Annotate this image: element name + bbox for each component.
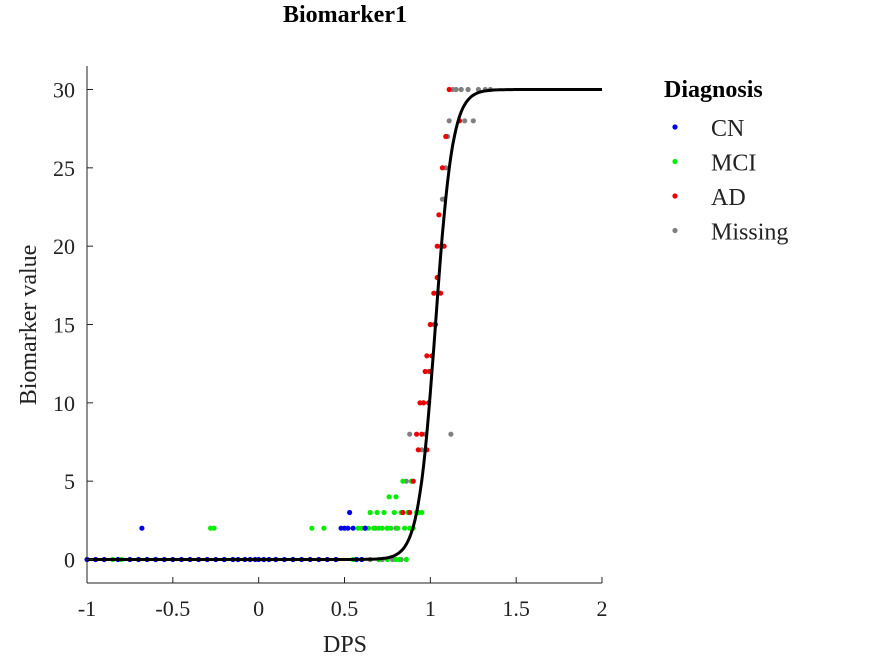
- data-point-ad: [436, 212, 442, 218]
- data-point-mci: [402, 525, 408, 531]
- data-point-mci: [321, 525, 327, 531]
- data-point-mci: [395, 525, 401, 531]
- legend-marker-cn: [672, 124, 678, 130]
- data-point-ad: [434, 243, 440, 249]
- data-point-ad: [424, 353, 430, 359]
- data-point-missing: [465, 86, 471, 93]
- data-point-ad: [400, 509, 406, 516]
- data-point-missing: [470, 118, 476, 124]
- data-point-cn: [350, 525, 356, 531]
- data-point-ad: [419, 431, 425, 437]
- data-point-ad: [410, 478, 416, 484]
- data-point-ad: [446, 86, 452, 93]
- legend-label-ad: AD: [711, 185, 746, 211]
- legend-label-missing: Missing: [711, 220, 788, 246]
- y-tick-label: 25: [53, 156, 75, 181]
- data-point-mci: [388, 525, 394, 531]
- data-point-mci: [211, 525, 217, 531]
- data-point-mci: [309, 525, 315, 531]
- data-point-mci: [386, 494, 392, 500]
- data-point-cn: [347, 509, 353, 516]
- data-point-cn: [139, 525, 145, 531]
- chart-title: Biomarker1: [283, 2, 407, 28]
- legend-label-cn: CN: [711, 116, 744, 142]
- y-tick-label: 15: [53, 313, 75, 338]
- data-point-ad: [427, 321, 433, 328]
- scatter-points: [84, 86, 493, 563]
- x-axis-label: DPS: [323, 632, 367, 656]
- legend-entries: CN MCI AD Missing: [672, 116, 788, 246]
- legend-marker-ad: [672, 193, 678, 199]
- legend-label-mci: MCI: [711, 151, 756, 177]
- data-point-mci: [381, 509, 387, 516]
- data-point-ad: [415, 447, 421, 453]
- x-tick-label: 0: [253, 596, 264, 621]
- legend-title: Diagnosis: [664, 77, 763, 103]
- y-tick-label: 10: [53, 391, 75, 416]
- data-point-mci: [379, 525, 385, 531]
- legend-marker-mci: [672, 158, 678, 165]
- data-point-mci: [374, 509, 380, 516]
- data-point-mci: [393, 494, 399, 500]
- legend: Diagnosis CN MCI AD Missing: [664, 77, 788, 246]
- fitted-sigmoid-curve: [87, 88, 602, 561]
- y-tick-label: 5: [64, 469, 75, 494]
- data-point-ad: [420, 400, 427, 406]
- x-tick-label: -1: [78, 596, 96, 621]
- data-point-missing: [453, 86, 459, 93]
- data-point-mci: [400, 478, 406, 484]
- y-tick-label: 30: [53, 78, 75, 103]
- data-point-ad: [407, 509, 413, 516]
- data-point-mci: [371, 525, 377, 531]
- y-axis-label: Biomarker value: [16, 245, 42, 406]
- data-point-ad: [414, 431, 420, 437]
- x-tick-label: 1.5: [502, 596, 530, 621]
- x-tick-label: 2: [597, 596, 608, 621]
- x-tick-label: 0.5: [331, 596, 359, 621]
- x-tick-label: -0.5: [155, 596, 190, 621]
- data-point-mci: [391, 509, 397, 516]
- data-point-missing: [462, 118, 468, 124]
- data-point-ad: [431, 290, 437, 296]
- data-point-mci: [403, 556, 409, 563]
- data-point-missing: [448, 431, 454, 437]
- data-point-ad: [439, 165, 445, 171]
- data-point-mci: [367, 509, 373, 516]
- data-point-ad: [422, 368, 428, 375]
- data-point-missing: [407, 431, 413, 437]
- data-point-missing: [458, 86, 464, 93]
- x-tick-label: 1: [425, 596, 436, 621]
- data-point-cn: [345, 525, 351, 531]
- data-point-mci: [396, 556, 402, 563]
- y-ticks: 0 5 10 15 20 25 30: [53, 78, 93, 573]
- data-point-ad: [443, 133, 449, 140]
- data-point-missing: [446, 118, 452, 124]
- y-tick-label: 20: [53, 234, 75, 259]
- data-point-mci: [419, 509, 425, 516]
- legend-marker-missing: [672, 227, 678, 234]
- x-ticks: -1 -0.5 0 0.5 1 1.5 2: [78, 577, 608, 621]
- data-point-cn: [362, 525, 368, 531]
- axes: [86, 66, 602, 584]
- y-tick-label: 0: [64, 548, 75, 573]
